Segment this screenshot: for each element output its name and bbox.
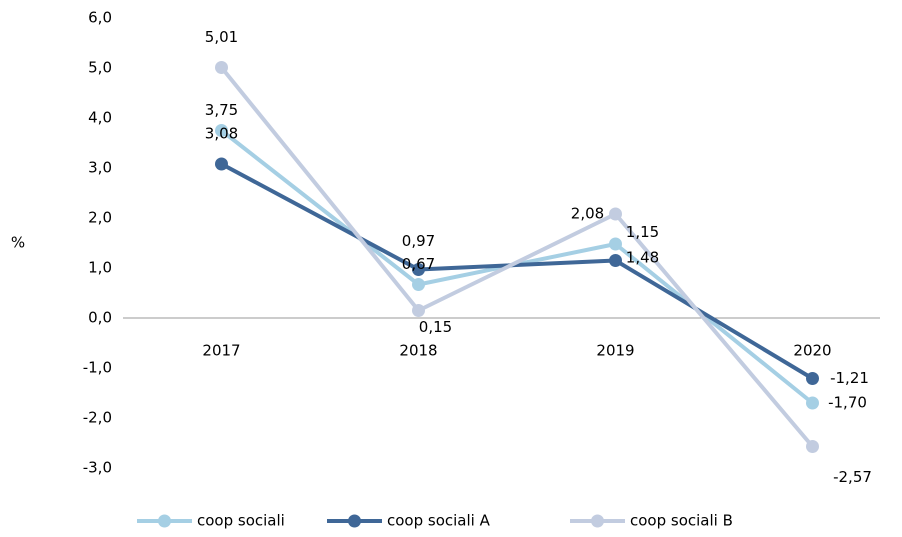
data-label: -2,57: [833, 468, 872, 486]
legend-marker: [591, 514, 604, 528]
data-label: 2,08: [571, 205, 604, 223]
data-label: 0,67: [402, 255, 435, 273]
y-tick-label: 6,0: [88, 9, 112, 27]
data-label: -1,21: [830, 369, 869, 387]
y-tick-label: 3,0: [88, 159, 112, 177]
point: [215, 61, 228, 74]
x-tick-label: 2020: [793, 342, 831, 360]
data-label: 0,15: [419, 318, 452, 336]
y-tick-label: -3,0: [83, 459, 112, 477]
legend-marker: [158, 514, 171, 528]
legend-label: coop sociali: [197, 512, 285, 530]
legend-label: coop sociali B: [630, 512, 733, 530]
legend-label: coop sociali A: [387, 512, 491, 530]
x-tick-label: 2019: [596, 342, 634, 360]
point: [412, 263, 425, 276]
point: [215, 157, 228, 171]
y-tick-label: -2,0: [83, 409, 112, 427]
point: [609, 207, 622, 221]
y-tick-label: 4,0: [88, 109, 112, 127]
point: [609, 237, 622, 251]
y-tick-label: 0,0: [88, 309, 112, 327]
data-label: -1,70: [828, 394, 867, 412]
y-tick-label: 5,0: [88, 59, 112, 77]
point: [412, 278, 425, 291]
point: [806, 440, 819, 453]
y-tick-label: 1,0: [88, 259, 112, 277]
x-tick-label: 2018: [399, 342, 437, 360]
series-line: [220, 162, 814, 381]
point: [609, 254, 622, 267]
data-label: 3,75: [205, 101, 238, 119]
point: [806, 396, 819, 410]
data-label: 1,48: [626, 249, 659, 267]
series-line: [219, 66, 815, 448]
data-label: 5,01: [205, 28, 238, 46]
data-label: 0,97: [402, 232, 435, 250]
point: [412, 304, 425, 317]
point: [215, 124, 228, 137]
x-tick-label: 2017: [202, 342, 240, 360]
legend-marker: [348, 514, 361, 528]
data-label: 1,15: [626, 223, 659, 241]
y-tick-label: 2,0: [88, 209, 112, 227]
data-label: 3,08: [205, 125, 238, 143]
y-tick-label: -1,0: [83, 359, 112, 377]
y-axis-label: %: [11, 234, 25, 252]
point: [806, 372, 819, 385]
